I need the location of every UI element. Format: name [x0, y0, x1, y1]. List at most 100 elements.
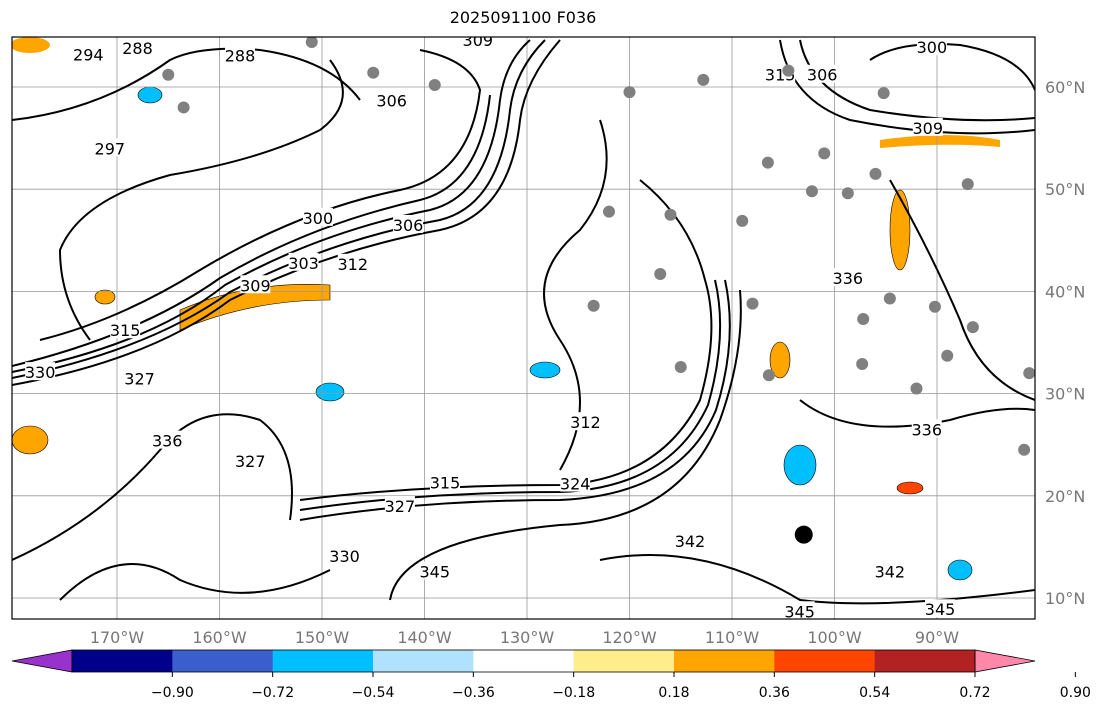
contour-label-bg [393, 214, 424, 233]
colorbar-segment [72, 650, 173, 672]
contour-label: 303 [288, 254, 319, 273]
colorbar-segment [573, 650, 675, 672]
contour-label: 288 [225, 46, 256, 65]
station-dot [841, 187, 854, 200]
contour-label: 306 [393, 216, 424, 235]
colorbar-segment [373, 650, 474, 672]
contour-label: 327 [124, 369, 155, 388]
contour-line [12, 39, 561, 386]
station-dot [762, 369, 775, 382]
lat-tick-label: 10°N [1045, 589, 1085, 608]
contour-labels: 294 288 288 309 300 306 315 297 306 309 300 306 303 3… [25, 31, 956, 621]
contour-line [299, 279, 731, 521]
chart-title: 2025091100 F036 [449, 8, 597, 27]
orange-patch [94, 289, 116, 305]
colorbar-tick-label: 0.54 [859, 685, 890, 701]
contour-label-bg [25, 362, 56, 381]
orange-patch [12, 425, 49, 455]
colorbar-segment [272, 650, 374, 672]
contour-label-bg [94, 138, 125, 157]
contour-label-bg [916, 37, 947, 56]
lon-tick-label: 100°W [807, 628, 862, 647]
contour-label-bg [329, 546, 360, 565]
contour-label-bg [376, 90, 407, 109]
shaded-fields [12, 37, 1000, 581]
colorbar-tick-label: −0.72 [251, 685, 294, 701]
contour-line [12, 47, 361, 121]
contour-label: 309 [463, 31, 494, 50]
station-dot [782, 64, 795, 77]
contour-label: 342 [675, 532, 706, 551]
lon-tick-label: 160°W [192, 628, 247, 647]
station-dot [746, 297, 759, 310]
contour-label-bg [240, 275, 271, 294]
contour-label-bg [784, 601, 815, 619]
colorbar-frame [71, 649, 976, 673]
station-dot [856, 357, 869, 370]
contour-label-bg [925, 599, 956, 618]
blue-patch [947, 559, 973, 581]
contour-label: 345 [784, 602, 815, 621]
station-dot [177, 101, 190, 114]
contour-label: 309 [240, 276, 271, 295]
lon-tick-label: 110°W [705, 628, 760, 647]
contour-label-bg [462, 37, 493, 48]
contour-label-bg [73, 44, 104, 63]
contour-line [12, 39, 531, 373]
station-dot [966, 321, 979, 334]
contour-label: 336 [911, 420, 942, 439]
lat-tick-label: 60°N [1045, 78, 1085, 97]
contour-label: 288 [122, 39, 153, 58]
storm-marker [794, 525, 813, 544]
lon-tick-label: 120°W [602, 628, 657, 647]
contour-label-bg [384, 496, 415, 515]
blue-patch [529, 361, 561, 379]
contour-label-bg [110, 320, 141, 339]
contour-label-bg [832, 268, 863, 287]
red-patch [896, 481, 924, 495]
contour-label: 327 [385, 497, 416, 516]
blue-patch [137, 86, 163, 104]
contour-label: 294 [73, 45, 104, 64]
colorbar-tick-label: −0.36 [452, 685, 495, 701]
contour-label: 345 [925, 600, 956, 619]
contour-line [889, 179, 1035, 401]
orange-patch [880, 135, 1000, 148]
colorbar-tick-label: 0.18 [658, 685, 689, 701]
lat-tick-label: 40°N [1045, 282, 1085, 301]
contour-label: 300 [917, 38, 948, 57]
colorbar-tick-label: 0.90 [1060, 685, 1091, 701]
contour-line [39, 49, 482, 341]
station-dot [883, 292, 896, 305]
contour-label-bg [430, 472, 460, 491]
contour-label-bg [674, 530, 705, 549]
colorbar-segment [172, 650, 274, 672]
colorbar-tick-label: −0.90 [151, 685, 194, 701]
lon-tick-label: 140°W [397, 628, 452, 647]
map-frame [11, 36, 1036, 620]
contour-label-bg [874, 561, 905, 580]
contour-label: 306 [376, 91, 407, 110]
contour-label: 342 [875, 562, 906, 581]
contour-label: 315 [430, 474, 461, 493]
contour-label: 345 [419, 562, 450, 581]
station-dots [162, 37, 1035, 544]
contour-label: 312 [337, 255, 368, 274]
colorbar-tick-label: −0.54 [352, 685, 395, 701]
station-dot [603, 205, 615, 218]
station-dot [857, 312, 870, 325]
lon-tick-label: 130°W [500, 628, 555, 647]
station-dot [162, 68, 175, 81]
station-dot [1023, 367, 1035, 380]
contour-label: 300 [303, 209, 334, 228]
contour-label: 315 [110, 321, 141, 340]
contour-label-bg [807, 64, 838, 83]
colorbar-segment [473, 650, 575, 672]
station-dot [941, 349, 954, 362]
axis-ticks: 170°W 160°W 150°W 140°W 130°W 120°W 110°W 100°W… [90, 78, 1086, 647]
contour-label-bg [570, 412, 601, 431]
contour-label-bg [122, 38, 153, 57]
colorbar-extend-high [974, 649, 1036, 673]
